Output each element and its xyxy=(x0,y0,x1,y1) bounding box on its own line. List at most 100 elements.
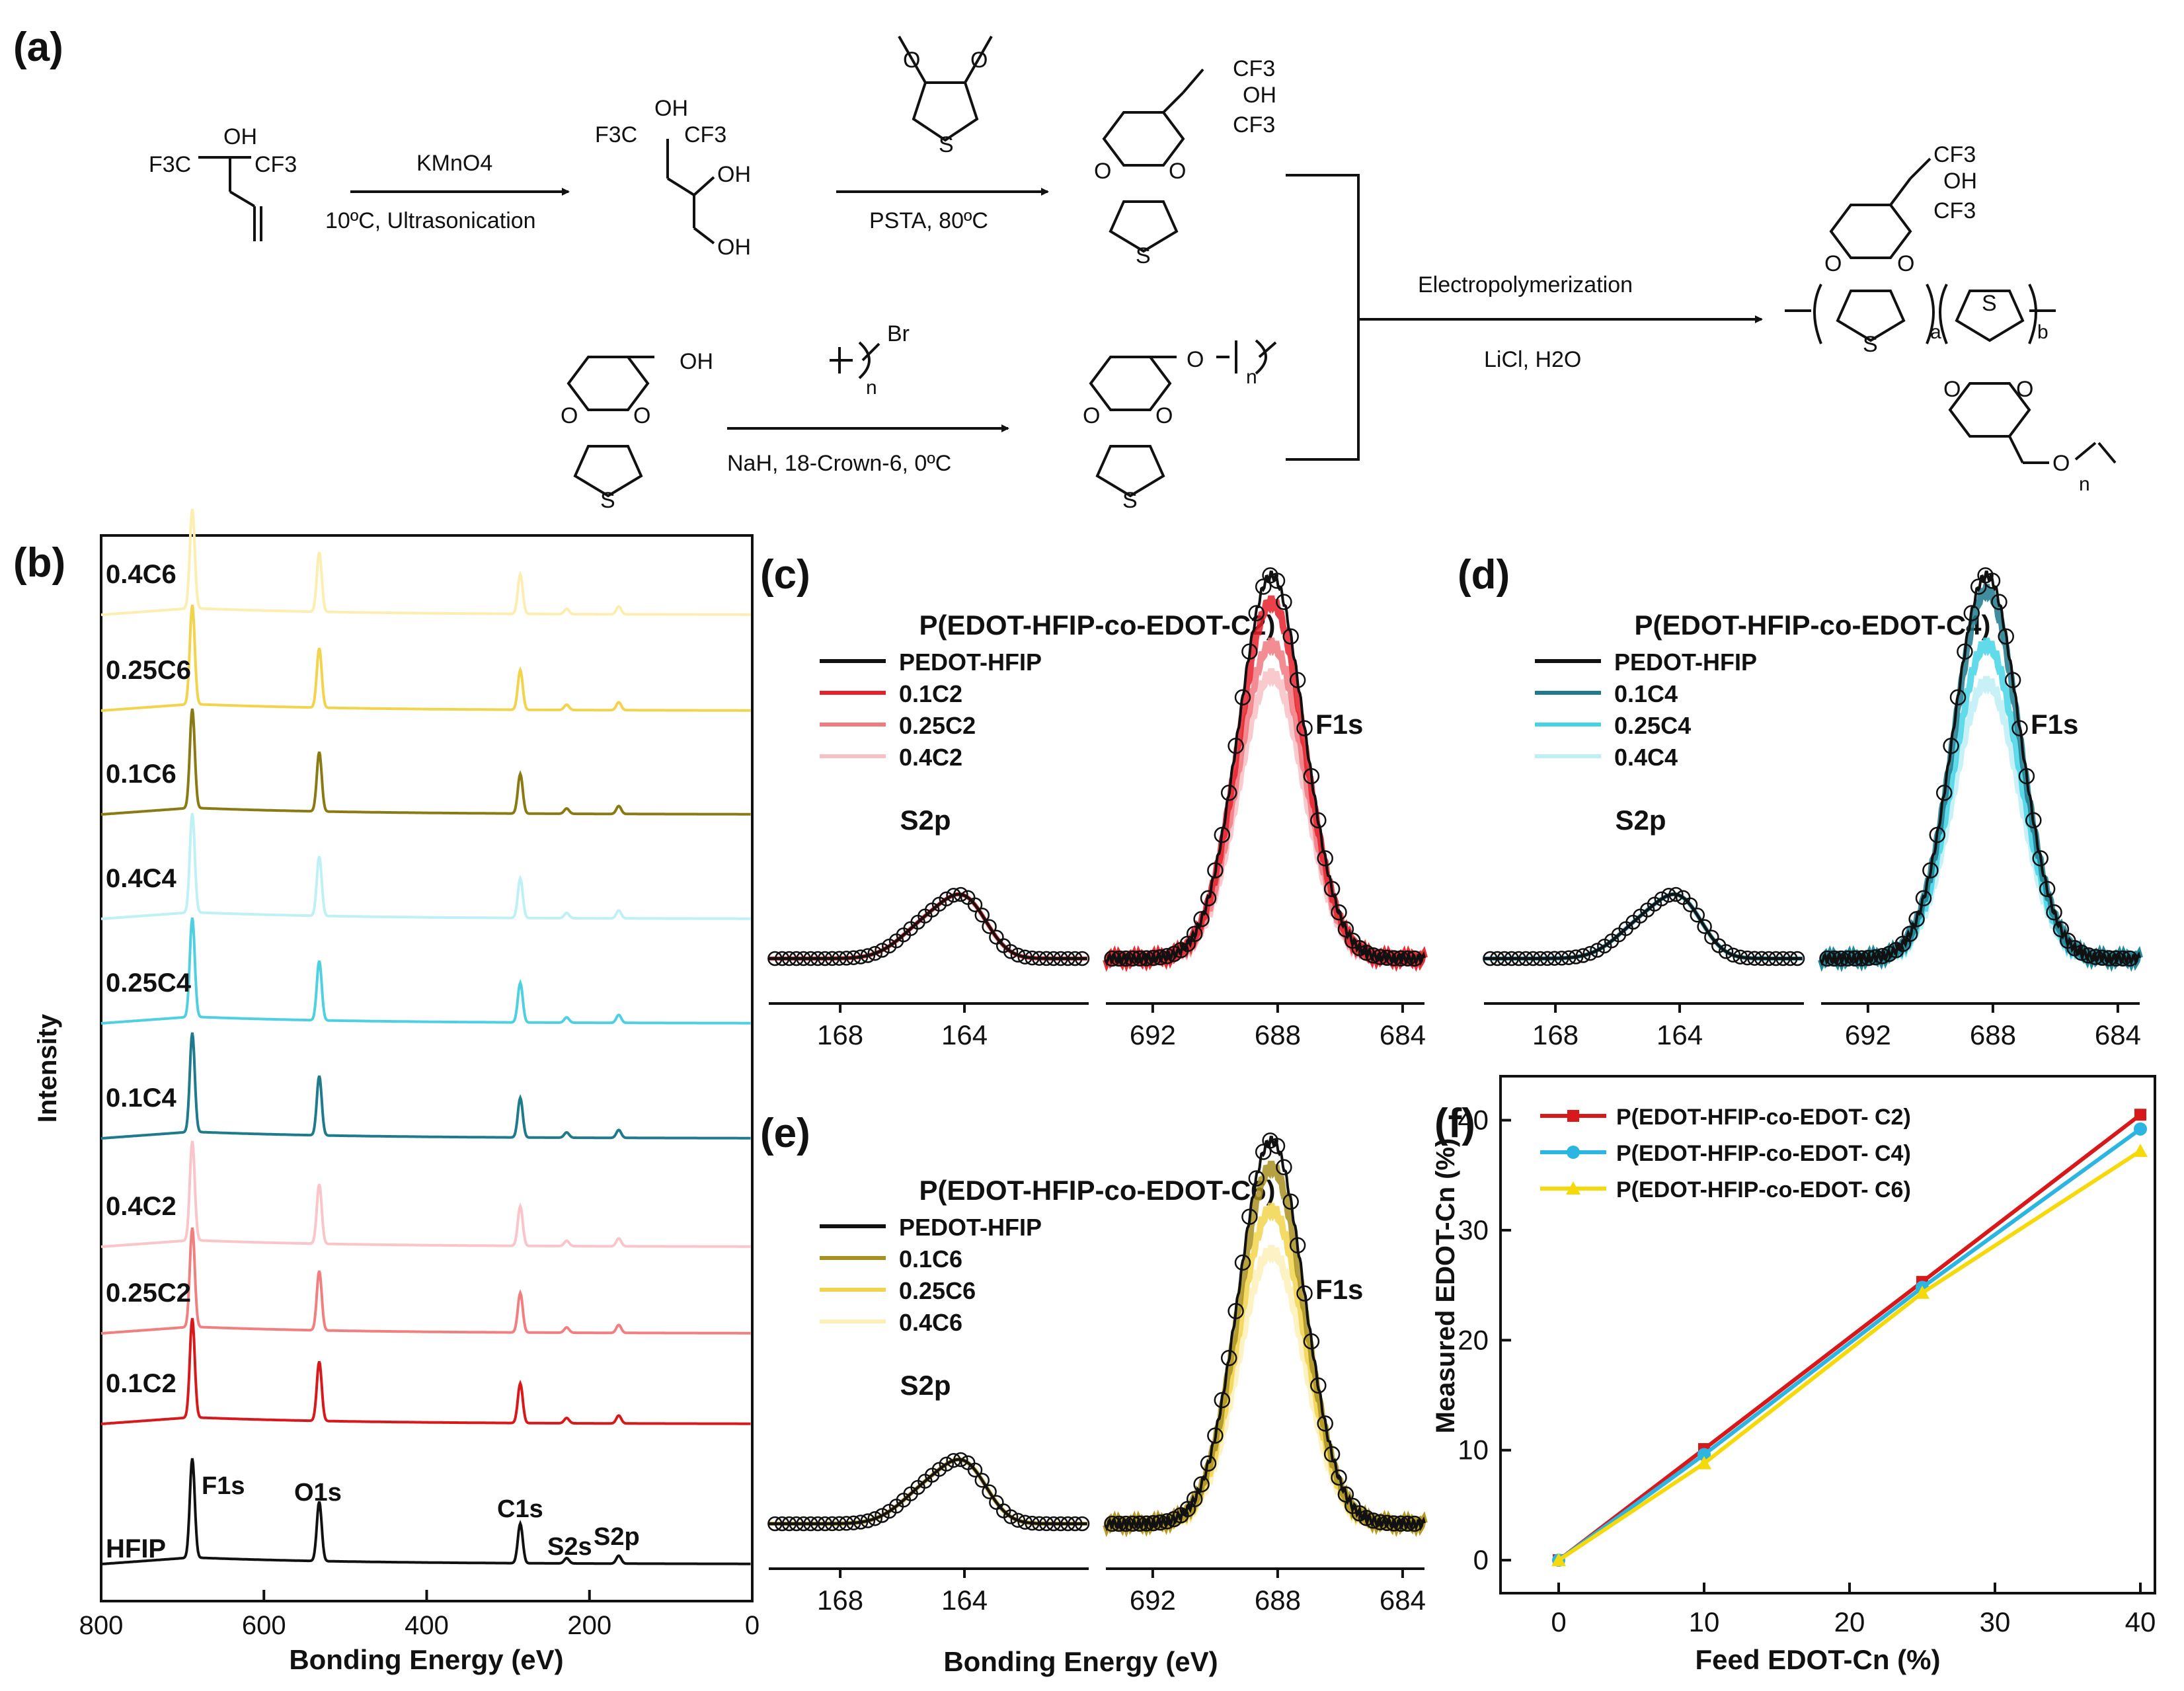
s2p-data-point xyxy=(1489,951,1505,966)
s2p-data-point xyxy=(1053,1516,1068,1532)
spectrum-HFIP xyxy=(100,1458,751,1565)
xtick-label-684: 684 xyxy=(1380,1019,1426,1050)
f1s-data-point xyxy=(1991,594,2008,610)
legend-label-2: 0.25C4 xyxy=(1614,712,1691,739)
r1-reagent: KMnO4 xyxy=(416,151,492,176)
pp-o-2: O xyxy=(1897,251,1914,276)
spectrum-0.25C6 xyxy=(100,604,751,712)
series-label-0.4C6: 0.4C6 xyxy=(106,560,176,589)
f1s-data-point xyxy=(2018,767,2035,785)
s2p-data-point xyxy=(1010,947,1026,963)
s2p-data-point xyxy=(789,1516,804,1532)
s2p-data-point xyxy=(1010,1513,1026,1528)
diol-product xyxy=(666,139,715,245)
xtick-label-684: 684 xyxy=(2095,1019,2141,1050)
panel-e-xlabel: Bonding Energy (eV) xyxy=(943,1646,1218,1677)
marker-2-3 xyxy=(2133,1144,2148,1158)
pp-oh: OH xyxy=(1943,169,1977,194)
p1-cf3-left: F3C xyxy=(595,122,637,147)
f1s-data-point xyxy=(1234,689,1251,706)
f1s-data-point xyxy=(1200,890,1217,907)
panel-label-f: (f) xyxy=(1434,1101,1475,1146)
xtick-label-692: 692 xyxy=(1845,1019,1891,1050)
sm1-oh: OH xyxy=(223,124,257,149)
series-label-0.25C2: 0.25C2 xyxy=(106,1278,191,1308)
s2p-data-point xyxy=(1497,951,1512,966)
peak-label-s2s: S2s xyxy=(547,1533,592,1561)
s2p-data-point xyxy=(875,1508,890,1523)
f1s-data-point xyxy=(1159,948,1175,964)
s2p-data-point xyxy=(1038,1516,1054,1532)
xtick-label-10: 10 xyxy=(1689,1606,1720,1637)
pp-o-3: O xyxy=(1943,377,1961,402)
s2p-data-point xyxy=(774,951,790,966)
m2-n: n xyxy=(1246,366,1257,388)
s2p-data-point xyxy=(1568,949,1584,964)
s2p-data-point xyxy=(774,1516,790,1532)
f1s-data-point xyxy=(2121,950,2138,967)
spectrum-0.25C2 xyxy=(100,1227,751,1335)
s2p-data-point xyxy=(789,951,804,966)
panel-e: P(EDOT-HFIP-co-EDOT-C6) 168 164 692 688 684 S2… xyxy=(767,1132,1428,1616)
s2p-data-point xyxy=(1525,951,1541,966)
series-label-0.25C6: 0.25C6 xyxy=(106,656,191,685)
s2p-data-point xyxy=(1032,1516,1047,1531)
merge-bracket xyxy=(1286,174,1360,461)
legend-marker-2 xyxy=(1566,1181,1580,1195)
s2p-data-point xyxy=(1017,1514,1033,1530)
s2p-data-point xyxy=(1661,887,1676,903)
m2-o-ether: O xyxy=(1187,347,1204,372)
f1s-data-point xyxy=(1289,1237,1306,1254)
ytick-label-40: 40 xyxy=(1458,1105,1489,1136)
legend-label-0: PEDOT-HFIP xyxy=(899,649,1042,676)
s2p-data-point xyxy=(1761,951,1777,966)
s2p-data-point xyxy=(875,943,890,958)
panel-label-b: (b) xyxy=(13,540,65,586)
f1s-data-point xyxy=(1406,950,1423,967)
f1s-data-point xyxy=(1268,1138,1286,1154)
s2p-data-point xyxy=(1540,951,1555,966)
s2p-data-point xyxy=(860,1513,876,1528)
legend-label-2: 0.25C2 xyxy=(899,712,976,739)
xtick-label-400: 400 xyxy=(405,1611,449,1640)
legend-label-2: 0.25C6 xyxy=(899,1277,976,1304)
s2p-data-point xyxy=(1575,948,1591,963)
pp-s-2: S xyxy=(1982,291,1997,316)
s2p-data-point xyxy=(867,945,882,961)
legend-marker-0 xyxy=(1567,1110,1579,1122)
f1s-data-point xyxy=(1331,1469,1347,1486)
ytick-label-10: 10 xyxy=(1458,1435,1489,1466)
xtick-label-684: 684 xyxy=(1380,1585,1426,1616)
peak-label-c1s: C1s xyxy=(497,1495,543,1523)
legend-label-1: 0.1C4 xyxy=(1614,680,1678,707)
s2p-data-point xyxy=(846,1515,861,1530)
f1s-data-point xyxy=(1901,925,1918,942)
f1s-data-point xyxy=(1228,738,1244,754)
f1s-data-point xyxy=(1303,1333,1320,1350)
s2p-data-point xyxy=(1690,908,1705,923)
s2p-data-point xyxy=(967,897,983,912)
s2p-data-point xyxy=(810,1516,826,1532)
f1s-data-point xyxy=(2115,950,2131,967)
f1s-data-point xyxy=(1276,594,1292,610)
ome-o-2: O xyxy=(970,48,988,73)
s2p-data-point xyxy=(767,1516,783,1532)
s2p-data-point xyxy=(1783,951,1798,966)
panel-f-xlabel: Feed EDOT-Cn (%) xyxy=(1695,1644,1940,1675)
f1s-data-point xyxy=(1310,1377,1327,1394)
series-label-0.25C4: 0.25C4 xyxy=(106,968,192,998)
sm2-oh: OH xyxy=(680,349,713,374)
pp-o-5: O xyxy=(2052,451,2070,476)
s2p-data-point xyxy=(974,1473,990,1488)
pp-n: n xyxy=(2079,473,2090,495)
s2p-data-point xyxy=(939,891,955,907)
xtick-label-0: 0 xyxy=(1551,1606,1566,1637)
pp-s-1: S xyxy=(1863,332,1878,357)
f1s-curve-3 xyxy=(1818,676,2143,972)
s2p-data-point xyxy=(1789,951,1805,966)
s2p-data-point xyxy=(853,1514,869,1530)
spectrum-0.1C4 xyxy=(100,1032,751,1140)
starting-material-1 xyxy=(198,156,262,241)
f1s-data-point xyxy=(1193,1476,1210,1493)
